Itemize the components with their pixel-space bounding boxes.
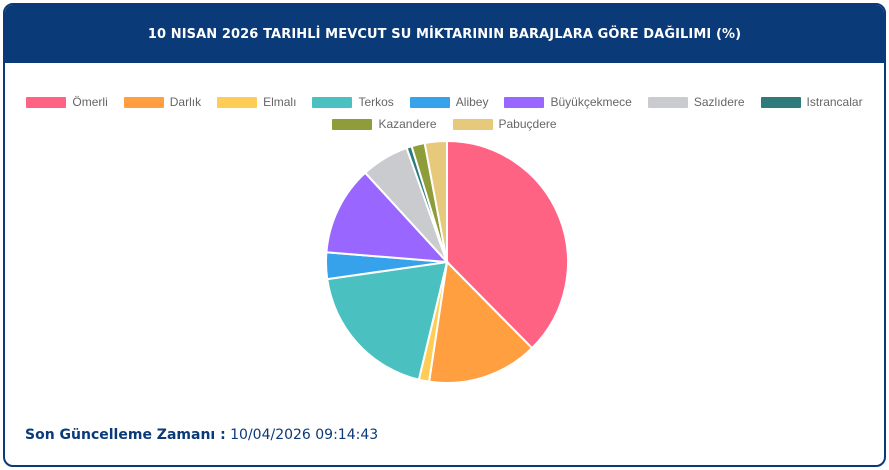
legend-swatch [332,118,373,130]
legend: Ömerli Darlık Elmalı Terkos Alibey Büyükçekme… [5,91,884,135]
chart-title: 10 NISAN 2026 TARIHLİ MEVCUT SU MİKTARIN… [5,5,884,63]
pie-slice[interactable] [326,260,449,381]
legend-item[interactable]: Sazlıdere [647,95,745,109]
legend-swatch [504,96,545,108]
legend-item[interactable]: Terkos [312,95,394,109]
legend-label: Darlık [169,95,202,109]
pie-slice[interactable] [446,139,569,350]
pie-slice[interactable] [427,259,534,384]
legend-item[interactable]: Pabuçdere [452,117,557,131]
legend-item[interactable]: Ömerli [26,95,108,109]
chart-area: Ömerli Darlık Elmalı Terkos Alibey Büyükçekme… [5,63,884,423]
legend-item[interactable]: Alibey [409,95,489,109]
legend-label: Kazandere [378,117,437,131]
legend-swatch [26,96,67,108]
pie-slice[interactable] [423,139,448,263]
legend-label: Pabuçdere [498,117,557,131]
chart-card: 10 NISAN 2026 TARIHLİ MEVCUT SU MİKTARIN… [3,3,886,467]
legend-label: Alibey [455,95,489,109]
legend-item[interactable]: Darlık [123,95,202,109]
pie-chart [325,139,569,384]
pie-slice[interactable] [325,171,450,264]
last-update-value: 10/04/2026 09:14:43 [225,427,379,443]
legend-row: Ömerli Darlık Elmalı Terkos Alibey Büyükçekme… [5,91,884,113]
legend-row: Kazandere Pabuçdere [5,113,884,135]
legend-label: Ömerli [72,95,108,109]
legend-label: Sazlıdere [693,95,745,109]
legend-swatch [123,96,164,108]
legend-label: Elmalı [263,95,297,109]
legend-item[interactable]: Istrancalar [760,95,863,109]
legend-item[interactable]: Elmalı [217,95,296,109]
last-update-label: Son Güncelleme Zamanı : [25,427,226,443]
legend-swatch [217,96,258,108]
legend-label: Istrancalar [806,95,863,109]
legend-label: Terkos [358,95,394,109]
legend-swatch [760,96,801,108]
legend-swatch [409,96,450,108]
legend-label: Büyükçekmece [550,95,632,109]
legend-item[interactable]: Kazandere [332,117,437,131]
legend-swatch [312,96,353,108]
legend-item[interactable]: Büyükçekmece [504,95,632,109]
legend-swatch [452,118,493,130]
legend-swatch [647,96,688,108]
last-update: Son Güncelleme Zamanı : 10/04/2026 09:14… [25,427,378,443]
